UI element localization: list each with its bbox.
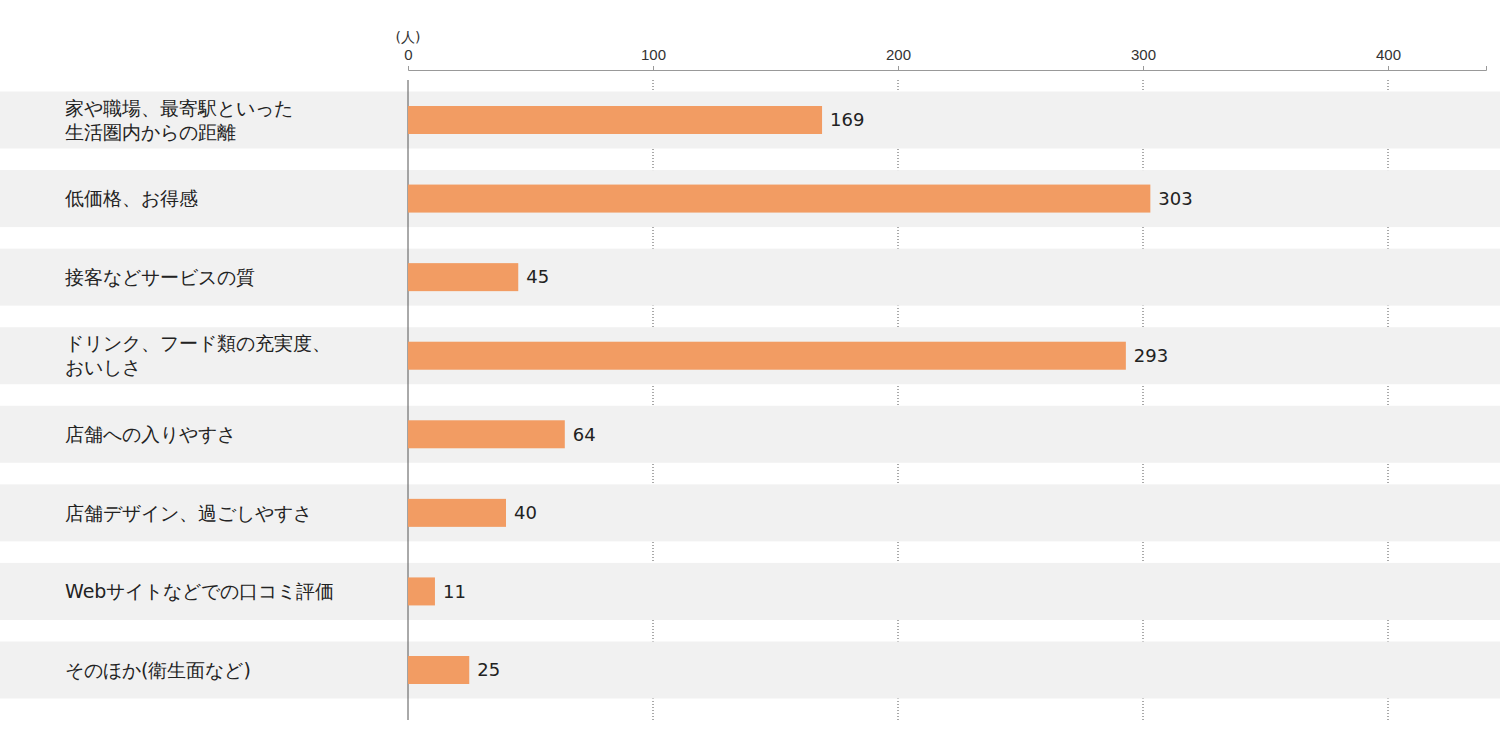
tick-mark [1143, 66, 1144, 70]
tick-label: 200 [886, 46, 911, 63]
category-label: 店舗デザイン、過ごしやすさ [65, 502, 312, 524]
data-label: 303 [1158, 188, 1192, 209]
data-label: 11 [443, 581, 466, 602]
tick: 400 [1376, 46, 1401, 70]
category-label: 店舗への入りやすさ [65, 423, 236, 445]
row-bands [0, 92, 1500, 699]
tick-label: 0 [404, 46, 412, 63]
tick-mark [898, 66, 899, 70]
row-band [0, 406, 1500, 463]
bar [408, 577, 435, 605]
category-label: 低価格、お得感 [65, 187, 198, 209]
row-band [0, 642, 1500, 699]
bar [408, 185, 1150, 213]
x-axis: 0 100 200 300 400 [404, 46, 1486, 71]
category-label: 家や職場、最寄駅といった生活圏内からの距離 [65, 97, 293, 143]
tick: 0 [404, 46, 412, 70]
tick: 200 [886, 46, 911, 70]
tick: 100 [641, 46, 666, 70]
bars [408, 106, 1150, 684]
bar [408, 263, 518, 291]
chart: 0 100 200 300 400 (人) 169 303 45 293 64 40 11 25 家や職場、… [0, 0, 1500, 751]
data-label: 293 [1134, 345, 1168, 366]
category-labels: 家や職場、最寄駅といった生活圏内からの距離低価格、お得感接客などサービスの質ドリ… [65, 97, 334, 681]
data-label: 25 [477, 659, 500, 680]
bar [408, 342, 1126, 370]
bar [408, 656, 469, 684]
category-label: 接客などサービスの質 [65, 266, 255, 288]
tick-mark [1388, 66, 1389, 70]
bar [408, 420, 565, 448]
tick-mark [653, 66, 654, 70]
category-label: そのほか(衛生面など) [65, 659, 251, 681]
tick-label: 300 [1131, 46, 1156, 63]
baseline [408, 80, 409, 720]
row-band [0, 327, 1500, 384]
row-band [0, 484, 1500, 541]
row-band [0, 92, 1500, 149]
category-label: ドリンク、フード類の充実度、おいしさ [65, 332, 331, 378]
data-label: 45 [526, 266, 549, 287]
tick-label: 100 [641, 46, 666, 63]
row-band [0, 249, 1500, 306]
category-label: Webサイトなどでの口コミ評価 [65, 580, 334, 602]
row-band [0, 563, 1500, 620]
data-label: 64 [573, 424, 596, 445]
tick: 300 [1131, 46, 1156, 70]
data-labels: 169 303 45 293 64 40 11 25 [443, 109, 1193, 680]
bar [408, 499, 506, 527]
row-band [0, 170, 1500, 227]
data-label: 40 [514, 502, 537, 523]
axis-line [409, 66, 1487, 71]
tick-mark [408, 66, 409, 70]
data-label: 169 [830, 109, 864, 130]
axis-title: (人) [396, 29, 421, 45]
tick-label: 400 [1376, 46, 1401, 63]
bar [408, 106, 822, 134]
